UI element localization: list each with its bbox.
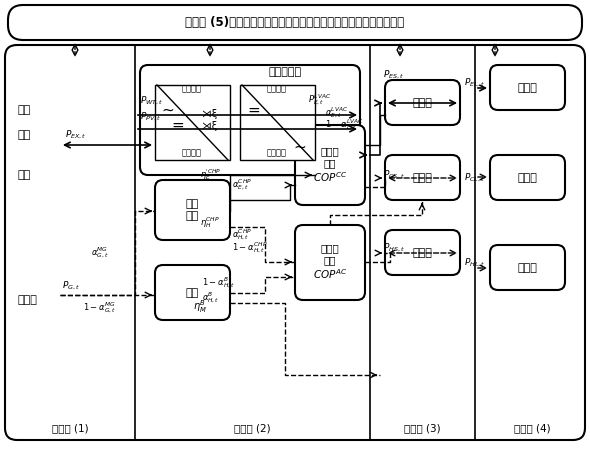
Text: 冷负荷: 冷负荷 bbox=[517, 173, 537, 183]
FancyBboxPatch shape bbox=[5, 45, 585, 440]
Text: 压缩式
制冷
$COP^{CC}$: 压缩式 制冷 $COP^{CC}$ bbox=[313, 146, 348, 184]
Text: $P_{CL,t}$: $P_{CL,t}$ bbox=[464, 172, 485, 184]
Text: 电能路由器: 电能路由器 bbox=[268, 67, 301, 77]
Text: 天然气: 天然气 bbox=[18, 295, 38, 305]
FancyBboxPatch shape bbox=[490, 245, 565, 290]
Text: 电网: 电网 bbox=[18, 170, 31, 180]
Text: $P_{WT,t}$: $P_{WT,t}$ bbox=[140, 95, 163, 107]
Text: $\eta_E^{'CHP}$: $\eta_E^{'CHP}$ bbox=[200, 167, 221, 182]
Text: $P_{EL,t}$: $P_{EL,t}$ bbox=[464, 76, 485, 89]
Text: $1-\alpha_{G,t}^{MG}$: $1-\alpha_{G,t}^{MG}$ bbox=[83, 300, 117, 315]
Text: $\alpha_{G,t}^{MG}$: $\alpha_{G,t}^{MG}$ bbox=[91, 245, 109, 260]
Bar bbox=[240, 85, 315, 160]
Text: $P_{EX,t}$: $P_{EX,t}$ bbox=[65, 129, 87, 141]
Text: $P_{ES,t}$: $P_{ES,t}$ bbox=[383, 68, 404, 81]
Text: $\alpha_{H,t}^{B}$: $\alpha_{H,t}^{B}$ bbox=[202, 290, 219, 305]
Text: $1-\alpha_{H,t}^{B}$: $1-\alpha_{H,t}^{B}$ bbox=[202, 275, 235, 290]
Text: 热电
联产: 热电 联产 bbox=[185, 199, 199, 221]
FancyBboxPatch shape bbox=[385, 230, 460, 275]
Text: $\eta_M^B$: $\eta_M^B$ bbox=[193, 298, 207, 315]
Text: 转换层 (2): 转换层 (2) bbox=[234, 423, 270, 433]
Text: ~: ~ bbox=[162, 102, 175, 117]
Text: $\alpha_{E,t}^{LVAC}$: $\alpha_{E,t}^{LVAC}$ bbox=[325, 105, 348, 120]
Text: ⋊ξ
⋊ξ: ⋊ξ ⋊ξ bbox=[202, 109, 218, 131]
Text: $\eta_H^{CHP}$: $\eta_H^{CHP}$ bbox=[200, 215, 219, 229]
Text: $P_{HS,t}$: $P_{HS,t}$ bbox=[383, 242, 405, 254]
Text: 电储能: 电储能 bbox=[412, 98, 432, 108]
Text: $P_{PV,t}$: $P_{PV,t}$ bbox=[140, 111, 162, 123]
FancyBboxPatch shape bbox=[490, 155, 565, 200]
FancyBboxPatch shape bbox=[155, 265, 230, 320]
FancyBboxPatch shape bbox=[490, 65, 565, 110]
Text: $\alpha_{H,t}^{CHP}$: $\alpha_{H,t}^{CHP}$ bbox=[232, 227, 252, 242]
Text: $P_{CS,t}$: $P_{CS,t}$ bbox=[383, 168, 405, 181]
Text: =: = bbox=[172, 117, 184, 132]
Text: $1-\alpha_{E,t}^{LVAC}$: $1-\alpha_{E,t}^{LVAC}$ bbox=[325, 117, 364, 132]
Text: 中压直流: 中压直流 bbox=[182, 148, 202, 157]
FancyBboxPatch shape bbox=[295, 225, 365, 300]
Text: 风机: 风机 bbox=[18, 105, 31, 115]
Text: 低压交流: 低压交流 bbox=[267, 148, 287, 157]
Text: 锅炉: 锅炉 bbox=[185, 288, 199, 298]
Text: 热储能: 热储能 bbox=[412, 248, 432, 258]
Text: 低压直流: 低压直流 bbox=[267, 84, 287, 93]
FancyBboxPatch shape bbox=[385, 80, 460, 125]
Text: 热负荷: 热负荷 bbox=[517, 263, 537, 273]
Text: $1-\alpha_{H,t}^{CHP}$: $1-\alpha_{H,t}^{CHP}$ bbox=[232, 240, 268, 255]
Text: $P_{HL,t}$: $P_{HL,t}$ bbox=[464, 257, 486, 269]
FancyBboxPatch shape bbox=[295, 125, 365, 205]
Text: ~: ~ bbox=[294, 140, 306, 155]
Text: $P_{E,t}^{LVAC}$: $P_{E,t}^{LVAC}$ bbox=[308, 92, 331, 107]
Text: 高压交流: 高压交流 bbox=[182, 84, 202, 93]
Text: $\alpha_{E,t}^{CHP}$: $\alpha_{E,t}^{CHP}$ bbox=[232, 177, 252, 192]
Text: 吸收式
制冷
$COP^{AC}$: 吸收式 制冷 $COP^{AC}$ bbox=[313, 243, 348, 281]
FancyBboxPatch shape bbox=[140, 65, 360, 175]
Bar bbox=[155, 85, 230, 160]
Text: 输出层 (4): 输出层 (4) bbox=[514, 423, 550, 433]
Text: 冷储能: 冷储能 bbox=[412, 173, 432, 183]
FancyBboxPatch shape bbox=[8, 5, 582, 40]
FancyBboxPatch shape bbox=[155, 180, 230, 240]
Text: 存储层 (3): 存储层 (3) bbox=[404, 423, 440, 433]
Text: =: = bbox=[248, 102, 260, 117]
Text: $P_{G,t}$: $P_{G,t}$ bbox=[62, 280, 80, 292]
Text: 电负荷: 电负荷 bbox=[517, 83, 537, 93]
Text: 信息层 (5)：大数据分析、云计算、能源交易、能量优化和经济调度: 信息层 (5)：大数据分析、云计算、能源交易、能量优化和经济调度 bbox=[185, 16, 405, 30]
Text: 光伏: 光伏 bbox=[18, 130, 31, 140]
FancyBboxPatch shape bbox=[385, 155, 460, 200]
Text: 输入层 (1): 输入层 (1) bbox=[52, 423, 88, 433]
